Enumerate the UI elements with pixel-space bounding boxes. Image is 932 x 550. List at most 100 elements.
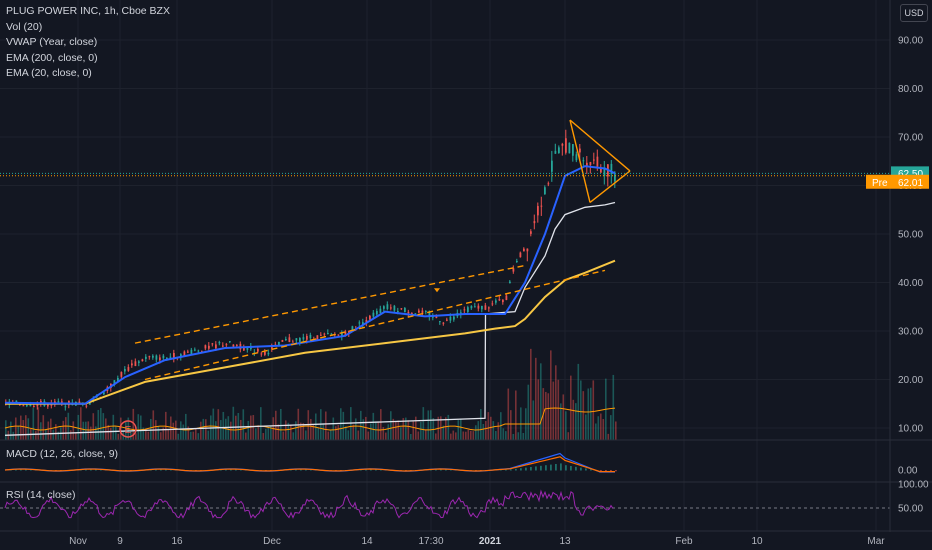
candle-body (117, 378, 119, 381)
candle-body (316, 335, 319, 340)
volume-bar (27, 418, 30, 440)
rsi-label[interactable]: RSI (14, close) (6, 489, 76, 501)
macd-hist-bar (545, 465, 547, 471)
volume-bar (157, 426, 160, 440)
candle-body (222, 345, 224, 347)
volume-bar (455, 432, 457, 440)
candle-body (463, 309, 466, 311)
volume-bar (265, 428, 267, 440)
candle-body (383, 306, 385, 309)
volume-bar (132, 408, 135, 440)
volume-bar (190, 431, 192, 440)
macd-hist-bar (225, 469, 227, 471)
candle-body (26, 405, 28, 407)
macd-hist-bar (500, 469, 502, 471)
signal-marker-icon (434, 288, 440, 293)
volume-bar (220, 420, 222, 440)
volume-bar (85, 421, 87, 440)
macd-hist-bar (505, 469, 507, 471)
grid (0, 0, 890, 531)
macd-hist-bar (585, 468, 587, 471)
candle-body (173, 353, 175, 359)
volume-bar (527, 384, 530, 440)
candle-body (281, 340, 284, 342)
volume-bar (250, 415, 252, 440)
volume-bar (402, 418, 405, 440)
price-tick-label: 50.00 (898, 230, 923, 241)
candle-body (148, 356, 151, 358)
legend-ema20[interactable]: EMA (20, close, 0) (6, 67, 92, 79)
currency-button[interactable]: USD (900, 4, 928, 22)
volume-bar (140, 415, 142, 440)
macd-hist-bar (160, 469, 162, 471)
volume-bar (610, 415, 612, 440)
volume-bar (217, 409, 220, 440)
volume-bar (290, 424, 292, 440)
macd-hist-bar (520, 468, 522, 471)
volume-bar (575, 403, 577, 440)
candle-body (152, 355, 154, 358)
volume-bar (580, 380, 582, 440)
candle-body (47, 403, 49, 407)
candle-body (145, 356, 147, 359)
macd-pane (4, 452, 617, 473)
candle-body (572, 144, 574, 156)
earnings-marker-icon (119, 420, 137, 438)
candle-body (509, 281, 511, 284)
volume-bar (512, 433, 515, 440)
volume-bar (197, 433, 200, 440)
volume-bar (562, 394, 565, 440)
candle-body (554, 150, 557, 154)
candle-body (351, 326, 354, 331)
volume-bar (615, 421, 617, 440)
volume-bar (557, 379, 560, 440)
candle-body (85, 405, 88, 407)
macd-hist-bar (150, 469, 152, 471)
candle-body (365, 319, 368, 323)
legend-vwap[interactable]: VWAP (Year, close) (6, 36, 98, 48)
macd-label[interactable]: MACD (12, 26, close, 9) (6, 448, 119, 460)
candle-body (470, 306, 473, 309)
ema200-line (5, 259, 616, 405)
candle-body (589, 162, 592, 166)
legend-vol[interactable]: Vol (20) (6, 20, 43, 33)
volume-bar (305, 430, 307, 440)
volume-bar (380, 409, 382, 440)
candle-body (292, 341, 294, 343)
candle-body (561, 143, 564, 146)
volume-bar (87, 421, 90, 440)
volume-bar (515, 390, 517, 440)
macd-hist-bar (155, 469, 157, 471)
macd-hist-bar (380, 469, 382, 471)
legend-ema200[interactable]: EMA (200, close, 0) (6, 51, 98, 64)
candle-body (477, 305, 480, 309)
candle-body (288, 337, 291, 342)
volume-bar (182, 424, 185, 440)
volume-bar (92, 413, 95, 440)
candle-body (36, 403, 39, 407)
volume-bar (337, 425, 340, 440)
candle-body (309, 334, 312, 339)
volume-bar (247, 420, 250, 440)
volume-bar (487, 412, 490, 440)
candle-body (264, 351, 266, 355)
macd-hist-bar (590, 469, 592, 471)
volume-bar (445, 417, 447, 440)
candle-body (449, 316, 452, 321)
volume-bar (540, 363, 542, 440)
volume-bar (70, 430, 72, 440)
candle-body (295, 338, 298, 341)
volume-bar (405, 417, 407, 440)
candle-body (134, 361, 137, 367)
candle-body (533, 221, 536, 224)
volume-bar (425, 429, 427, 440)
volume-bar (240, 419, 242, 440)
volume-bar (45, 429, 47, 440)
volume-bar (355, 418, 357, 440)
volume-bar (537, 379, 540, 440)
volume-bar (517, 432, 520, 440)
volume-bar (147, 431, 150, 440)
volume-bar (230, 421, 232, 440)
